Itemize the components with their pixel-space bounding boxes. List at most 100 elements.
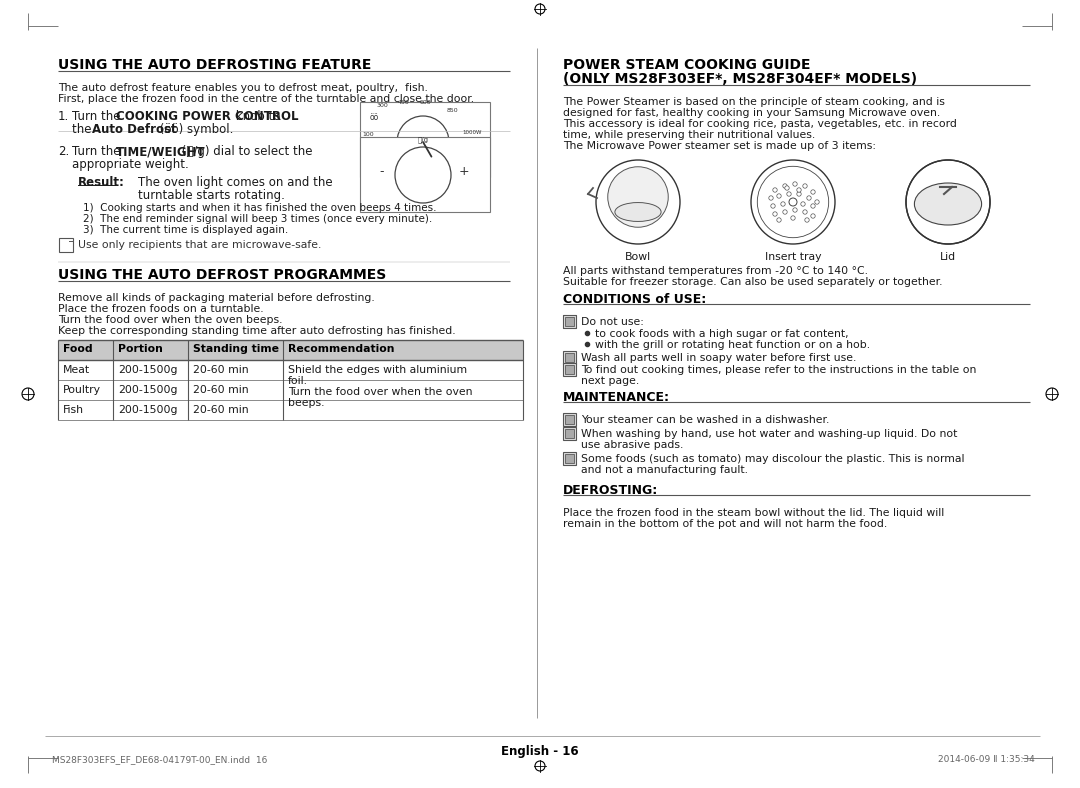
Bar [565,429,573,438]
Text: designed for fast, healthy cooking in your Samsung Microwave oven.: designed for fast, healthy cooking in yo… [563,108,941,118]
Text: Meat: Meat [63,365,90,375]
Text: MAINTENANCE:: MAINTENANCE: [563,391,670,404]
Text: DEFROSTING:: DEFROSTING: [563,484,658,497]
Bar [565,415,573,424]
Circle shape [785,186,789,190]
Circle shape [773,212,778,216]
Text: Standing time: Standing time [193,344,279,354]
Text: Do not use:: Do not use: [581,317,644,327]
Text: 20-60 min: 20-60 min [193,365,248,375]
Text: Poultry: Poultry [63,385,102,395]
Text: 1)  Cooking starts and when it has finished the oven beeps 4 times.: 1) Cooking starts and when it has finish… [83,203,436,213]
Circle shape [783,184,787,188]
Text: 3)  The current time is displayed again.: 3) The current time is displayed again. [83,225,288,235]
Text: öö: öö [369,113,379,122]
Text: The auto defrost feature enables you to defrost meat, poultry,  fish.: The auto defrost feature enables you to … [58,83,428,93]
Circle shape [791,216,795,220]
Bar [563,351,576,364]
Text: Lid: Lid [940,252,956,262]
Bar [563,413,576,426]
Circle shape [535,4,545,14]
Bar [360,137,490,212]
Circle shape [797,188,801,192]
Text: Suitable for freezer storage. Can also be used separately or together.: Suitable for freezer storage. Can also b… [563,277,943,287]
Bar [59,238,73,252]
Circle shape [773,188,778,192]
Text: POWER STEAM COOKING GUIDE: POWER STEAM COOKING GUIDE [563,58,810,72]
Text: Auto Defrost: Auto Defrost [92,123,177,136]
Circle shape [781,202,785,206]
Text: appropriate weight.: appropriate weight. [72,158,189,171]
Circle shape [811,204,815,208]
Text: Shield the edges with aluminium: Shield the edges with aluminium [288,365,468,375]
Text: remain in the bottom of the pot and will not harm the food.: remain in the bottom of the pot and will… [563,519,888,529]
Text: 200-1500g: 200-1500g [118,405,177,415]
Text: 1.: 1. [58,110,69,123]
Circle shape [793,182,797,186]
Text: The Microwave Power steamer set is made up of 3 items:: The Microwave Power steamer set is made … [563,141,876,151]
Text: ⏱/g: ⏱/g [418,136,429,143]
Bar [360,102,490,177]
Circle shape [751,160,835,244]
Text: TIME/WEIGHT: TIME/WEIGHT [116,145,205,158]
Bar [565,353,573,362]
Circle shape [777,194,781,199]
Text: and not a manufacturing fault.: and not a manufacturing fault. [581,465,748,475]
Bar [563,452,576,465]
Text: Turn the food over when the oven: Turn the food over when the oven [288,387,473,397]
Text: to cook foods with a high sugar or fat content,: to cook foods with a high sugar or fat c… [595,329,849,339]
Circle shape [791,200,795,204]
Text: 200-1500g: 200-1500g [118,365,177,375]
Text: 2.: 2. [58,145,69,158]
Text: Insert tray: Insert tray [765,252,821,262]
Text: This accessory is ideal for cooking rice, pasta, vegetables, etc. in record: This accessory is ideal for cooking rice… [563,119,957,129]
Circle shape [811,214,815,218]
Circle shape [906,160,990,244]
Text: 200-1500g: 200-1500g [118,385,177,395]
Text: All parts withstand temperatures from -20 °C to 140 °C.: All parts withstand temperatures from -2… [563,266,868,276]
Circle shape [800,202,806,206]
Text: Keep the corresponding standing time after auto defrosting has finished.: Keep the corresponding standing time aft… [58,326,456,336]
Text: USING THE AUTO DEFROSTING FEATURE: USING THE AUTO DEFROSTING FEATURE [58,58,372,72]
Text: (⏱/g) dial to select the: (⏱/g) dial to select the [178,145,312,158]
Circle shape [596,160,680,244]
Bar [563,315,576,328]
Ellipse shape [615,203,661,221]
Circle shape [807,195,811,200]
Text: beeps.: beeps. [288,398,324,408]
Circle shape [811,190,815,194]
Text: 1000W: 1000W [462,130,482,135]
Circle shape [1047,388,1058,400]
Text: turntable starts rotating.: turntable starts rotating. [138,189,285,202]
Circle shape [787,191,792,196]
Circle shape [797,191,801,196]
Text: 2014-06-09 Ⅱ 1:35:34: 2014-06-09 Ⅱ 1:35:34 [939,755,1035,764]
Bar [563,363,576,376]
Text: (öö) symbol.: (öö) symbol. [156,123,233,136]
Text: with the grill or rotating heat function or on a hob.: with the grill or rotating heat function… [595,340,870,350]
Text: 450: 450 [399,100,410,105]
Text: knob to: knob to [232,110,281,123]
Circle shape [769,195,773,200]
Text: Place the frozen food in the steam bowl without the lid. The liquid will: Place the frozen food in the steam bowl … [563,508,944,518]
Ellipse shape [915,183,982,225]
Text: The oven light comes on and the: The oven light comes on and the [138,176,333,189]
Text: Turn the food over when the oven beeps.: Turn the food over when the oven beeps. [58,315,283,325]
Text: When washing by hand, use hot water and washing-up liquid. Do not: When washing by hand, use hot water and … [581,429,957,439]
Text: CONDITIONS of USE:: CONDITIONS of USE: [563,293,706,306]
Text: Turn the: Turn the [72,110,124,123]
Circle shape [805,217,809,222]
Bar [563,427,576,440]
Text: Bowl: Bowl [625,252,651,262]
Text: use abrasive pads.: use abrasive pads. [581,440,684,450]
Circle shape [22,388,33,400]
Circle shape [395,147,451,203]
Text: Your steamer can be washed in a dishwasher.: Your steamer can be washed in a dishwash… [581,415,829,425]
Text: Food: Food [63,344,93,354]
Text: Portion: Portion [118,344,163,354]
Bar [58,340,523,360]
Circle shape [608,167,669,227]
Text: 100: 100 [362,132,374,137]
Circle shape [789,198,797,206]
Text: Use only recipients that are microwave-safe.: Use only recipients that are microwave-s… [78,240,322,250]
